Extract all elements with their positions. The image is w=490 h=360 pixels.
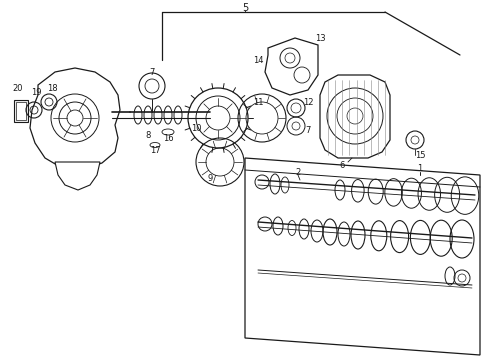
Text: 20: 20 <box>13 84 23 93</box>
Text: 15: 15 <box>415 150 425 159</box>
Polygon shape <box>320 75 390 158</box>
Text: 9: 9 <box>207 174 213 183</box>
Text: 14: 14 <box>253 55 263 64</box>
Text: 5: 5 <box>242 3 248 13</box>
Polygon shape <box>265 38 318 95</box>
Polygon shape <box>245 158 480 355</box>
Text: 7: 7 <box>149 68 155 77</box>
Text: 16: 16 <box>163 134 173 143</box>
Text: 6: 6 <box>339 161 344 170</box>
Bar <box>16 102 26 120</box>
Text: 13: 13 <box>315 33 325 42</box>
Text: 7: 7 <box>305 126 311 135</box>
Bar <box>14 100 28 122</box>
Text: 12: 12 <box>303 98 313 107</box>
Text: 11: 11 <box>253 98 263 107</box>
Polygon shape <box>30 68 120 170</box>
Text: 2: 2 <box>295 167 301 176</box>
Text: 19: 19 <box>31 87 41 96</box>
Polygon shape <box>55 162 100 190</box>
Text: 17: 17 <box>149 145 160 154</box>
Text: 18: 18 <box>47 84 57 93</box>
Text: 10: 10 <box>191 123 201 132</box>
Text: 8: 8 <box>146 131 151 140</box>
Text: 1: 1 <box>417 163 422 172</box>
